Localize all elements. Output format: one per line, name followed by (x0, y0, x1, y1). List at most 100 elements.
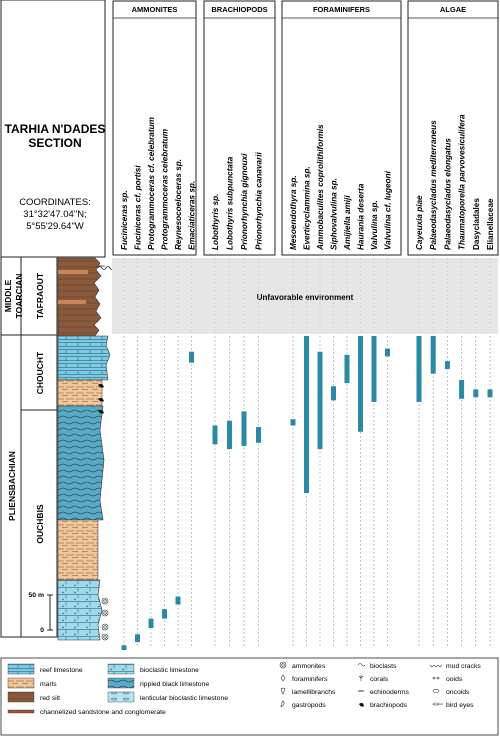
legend-label: mud cracks (446, 663, 481, 670)
section-title-line2: SECTION (28, 136, 81, 150)
legend-label: channelized sandstone and conglomerate (40, 709, 166, 716)
section-title-line1: TARHIA N'DADES (5, 122, 106, 136)
range-bar (473, 389, 479, 398)
lithologic-column (57, 257, 142, 641)
taxon-label: Valvulina cf. lugeoni (384, 170, 393, 250)
range-bar (371, 336, 377, 402)
foraminifer-icon (280, 674, 286, 682)
range-bar (385, 348, 390, 357)
range-bar (331, 386, 336, 401)
taxon-label: Thaumatoporella parvovesiculifera (458, 114, 467, 250)
range-bar (459, 379, 465, 399)
legend-label: corals (370, 676, 389, 683)
range-bar (290, 419, 296, 426)
taxon-label: Lobothyris sp. (211, 194, 220, 250)
legend-label: foraminifers (292, 676, 328, 683)
legend-label: brachiopods (370, 702, 408, 709)
range-bar (135, 634, 140, 643)
group-title-brachiopods: BRACHIOPODS (211, 5, 267, 14)
group-title-algae: ALGAE (440, 5, 466, 14)
label-ouchbis: OUCHBIS (35, 504, 45, 544)
strat-columns: MIDDLE TOARCIAN TAFRAOUT PLIENSBACHIAN C… (0, 256, 58, 638)
legend-label: red silt (40, 695, 60, 702)
taxon-label: Mesoendothyra sp. (289, 175, 298, 250)
group-box-algae (407, 0, 499, 256)
coordinates-lon: 5°55'29.64"W (26, 221, 84, 232)
title-box (0, 0, 106, 258)
mud-crack-icon (429, 664, 443, 668)
range-bar (256, 427, 261, 443)
legend-swatch-silt (7, 691, 35, 703)
taxon-label: Prionorhynchia gignouxi (240, 153, 249, 250)
legend-box (0, 657, 499, 736)
range-bar (416, 336, 422, 402)
range-bars (121, 336, 493, 650)
ammonite-icon (279, 661, 287, 669)
legend-label: rippled black limestone (140, 681, 209, 688)
bird-eye-icon (432, 702, 443, 706)
taxon-label: Elianellaceae (486, 198, 495, 250)
label-toarcian: TOARCIAN (14, 274, 24, 319)
coral-icon (358, 675, 364, 681)
legend-swatch-reef (7, 663, 35, 675)
gastropod-icon (280, 700, 285, 708)
taxon-label: Dasycladales (472, 198, 481, 250)
legend-label: reef limestone (40, 667, 83, 674)
taxon-labels: Fuciniceras sp. Fuciniceras cf. portisi Pr… (120, 114, 495, 251)
range-bar (162, 609, 167, 619)
range-bar (227, 420, 232, 450)
legend-label: lamellibranchs (292, 689, 336, 696)
bioclast-icon (357, 663, 366, 667)
taxon-label: Palaeodasycladus elongatus (443, 138, 452, 250)
range-bar (121, 645, 127, 650)
taxon-label: Cayeuxia piae (415, 195, 424, 250)
taxon-label: Amijiella amiji (343, 195, 352, 251)
coordinates-label: COORDINATES: (19, 197, 91, 208)
range-bar (175, 596, 181, 605)
taxon-label: Palaeodasycladus mediterraneus (429, 120, 438, 250)
legend-label: gastropods (292, 702, 326, 709)
brachiopod-shape (359, 702, 364, 707)
taxon-label: Ammobaculites coprolithiformis (316, 124, 325, 251)
echinoderm-icon (358, 690, 364, 692)
legend-label: echinoderms (370, 689, 410, 696)
taxon-label: Protogrammoceras celebratum (161, 129, 170, 250)
taxon-label: Emaciaticeras sp. (188, 181, 197, 250)
legend-label: bioclasts (370, 663, 397, 670)
group-headers: AMMONITES BRACHIOPODS FORAMINIFERS ALGAE (112, 0, 499, 256)
legend-swatch-marl (7, 677, 35, 689)
legend-label: ooids (446, 676, 463, 683)
group-box-brachiopods (203, 0, 276, 256)
range-bar (189, 351, 194, 363)
coordinates-lat: 31°32'47.04"N; (23, 209, 86, 220)
group-box-foraminifers (281, 0, 402, 256)
range-bar (317, 351, 323, 450)
taxon-label: Haurania deserta (357, 183, 366, 250)
legend-label: ammonites (292, 663, 326, 670)
unfavorable-label: Unfavorable environment (257, 293, 354, 302)
group-box-ammonites (112, 0, 197, 256)
range-bar (212, 425, 218, 445)
legend-label: oncoids (446, 689, 470, 696)
taxon-label: Lobothyris subpunctata (226, 156, 235, 250)
label-tafraout: TAFRAOUT (35, 272, 45, 319)
taxon-label: Reynesocoeloceras sp. (174, 159, 183, 250)
oncoid-icon (432, 689, 440, 693)
legend-label: marls (40, 681, 57, 688)
taxon-label: Fuciniceras sp. (120, 190, 129, 250)
scale-bar: 50 m 0 (29, 592, 53, 634)
ooid-icon (432, 676, 440, 680)
legend-swatch-lenticular (107, 691, 135, 703)
range-bar (487, 389, 493, 398)
taxon-label: Siphovalvulina sp. (330, 178, 339, 250)
scale-bottom-label: 0 (40, 627, 44, 634)
taxon-label: Protogrammoceras cf. celebratum (147, 117, 156, 250)
range-bar (304, 336, 309, 493)
scale-top-label: 50 m (29, 592, 45, 599)
legend-label: lenticular bioclastic limestone (140, 695, 228, 702)
range-bar (430, 336, 436, 374)
legend-label: bioclastic limestone (140, 667, 199, 674)
label-choucht: CHOUCHT (35, 351, 45, 394)
brachiopod-markers (98, 383, 104, 414)
